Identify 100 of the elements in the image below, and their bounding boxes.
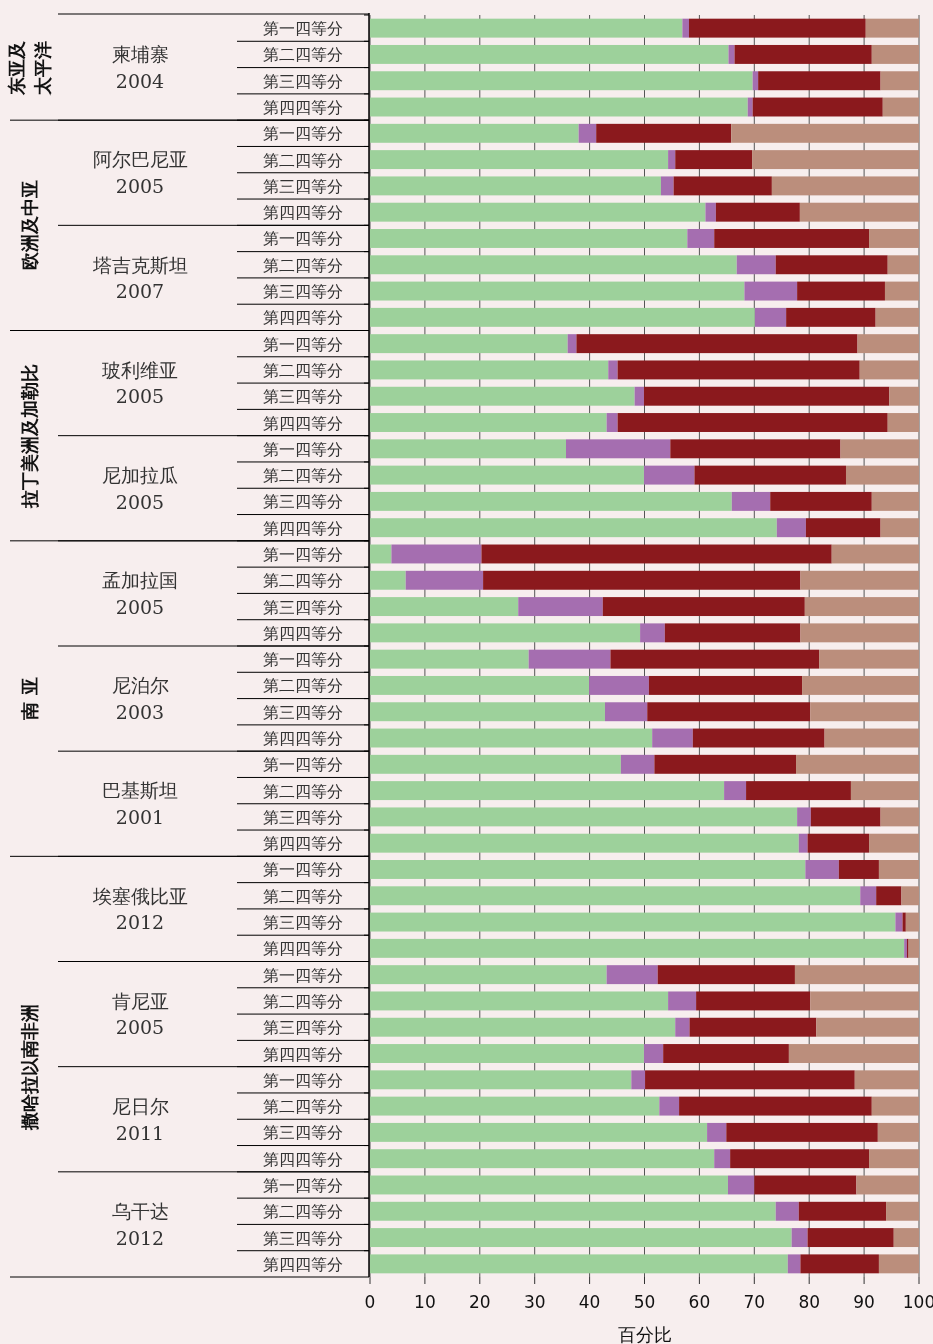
bar	[370, 413, 607, 432]
y-tick-label: 第二四等分	[263, 886, 343, 906]
bar	[754, 1175, 857, 1195]
bar	[643, 1044, 664, 1063]
y-tick-label: 第三四等分	[263, 282, 343, 302]
bar	[631, 1070, 646, 1090]
bar	[370, 860, 806, 879]
x-tick-label: 30	[523, 1292, 546, 1312]
bar	[901, 886, 919, 906]
bar	[370, 1228, 792, 1248]
bar	[902, 912, 906, 932]
bar	[391, 544, 482, 564]
text: 巴基斯坦 2001	[102, 779, 178, 829]
y-tick-label: 第二四等分	[263, 466, 343, 486]
bar	[800, 623, 919, 643]
bar	[810, 702, 919, 722]
bar	[370, 1096, 660, 1116]
y-tick-label: 第二四等分	[263, 360, 343, 380]
y-tick-label: 第四四等分	[263, 729, 343, 749]
y-tick-label: 第二四等分	[263, 1202, 343, 1222]
y-tick-label: 第一四等分	[263, 229, 343, 249]
bar	[865, 18, 919, 38]
bar	[604, 702, 648, 722]
bar	[878, 1254, 919, 1274]
x-tick-label: 70	[743, 1292, 766, 1312]
text: 拉丁美洲及加勒比	[19, 363, 40, 509]
bar	[744, 281, 798, 301]
y-tick-label: 第一四等分	[263, 19, 343, 39]
y-tick-label: 第四四等分	[263, 98, 343, 118]
bar	[659, 1096, 680, 1116]
bar	[687, 229, 715, 248]
bar	[634, 386, 644, 406]
bar	[893, 1228, 919, 1248]
y-tick-label: 第二四等分	[263, 1097, 343, 1117]
bar	[370, 702, 605, 722]
y-tick-label: 第一四等分	[263, 1175, 343, 1195]
bar	[871, 491, 919, 511]
y-tick-label: 第四四等分	[263, 623, 343, 643]
bar	[692, 728, 825, 748]
bar	[794, 965, 919, 985]
bar	[643, 386, 890, 406]
bar	[880, 518, 919, 538]
bar	[895, 912, 903, 932]
bar	[370, 360, 609, 380]
bar	[370, 597, 519, 617]
bar	[528, 649, 611, 669]
bar	[875, 307, 919, 327]
y-tick-label: 第四四等分	[263, 308, 343, 328]
y-tick-label: 第一四等分	[263, 334, 343, 354]
bar	[370, 912, 896, 932]
bar	[370, 386, 635, 406]
bar	[831, 544, 919, 564]
bar	[810, 807, 881, 827]
bar	[734, 44, 872, 64]
text: 柬埔寨 2004	[111, 43, 169, 92]
bar	[675, 150, 753, 170]
y-tick-label: 第四四等分	[263, 203, 343, 223]
bar	[786, 307, 876, 327]
bar	[796, 754, 919, 774]
bar	[775, 255, 888, 275]
bar	[610, 649, 820, 669]
x-tick-label: 80	[798, 1292, 821, 1312]
bar	[788, 1044, 919, 1063]
y-tick-label: 第四四等分	[263, 1044, 343, 1064]
bar	[370, 544, 392, 564]
bar	[596, 123, 732, 143]
bar	[705, 202, 716, 222]
bar	[746, 781, 851, 801]
y-tick-label: 第一四等分	[263, 755, 343, 775]
y-tick-label: 第一四等分	[263, 1070, 343, 1090]
bar	[679, 1096, 872, 1116]
bar	[370, 150, 669, 170]
bar	[747, 97, 753, 117]
bar	[668, 150, 676, 170]
text: 孟加拉国 2005	[102, 569, 178, 618]
bar	[370, 71, 753, 91]
bar	[370, 44, 729, 64]
bar	[859, 360, 919, 380]
bar	[606, 965, 658, 985]
bar	[838, 860, 879, 879]
bar	[798, 833, 808, 853]
bar	[714, 229, 870, 248]
bar	[797, 807, 811, 827]
bar	[370, 570, 406, 590]
bar	[370, 491, 732, 511]
bar	[869, 229, 919, 248]
bar	[689, 1017, 817, 1037]
bar	[871, 44, 919, 64]
y-tick-label: 第四四等分	[263, 518, 343, 538]
x-tick-label: 10	[414, 1292, 436, 1312]
x-tick-label: 50	[633, 1292, 656, 1312]
text: 撒哈拉以南非洲	[19, 1003, 40, 1131]
bar	[824, 728, 919, 748]
y-tick-label: 第三四等分	[263, 71, 343, 91]
y-tick-label: 第三四等分	[263, 176, 343, 196]
bar	[370, 202, 706, 222]
bar	[731, 491, 771, 511]
text: 尼泊尔 2003	[111, 674, 169, 723]
bar	[805, 518, 881, 538]
bar	[370, 675, 590, 695]
